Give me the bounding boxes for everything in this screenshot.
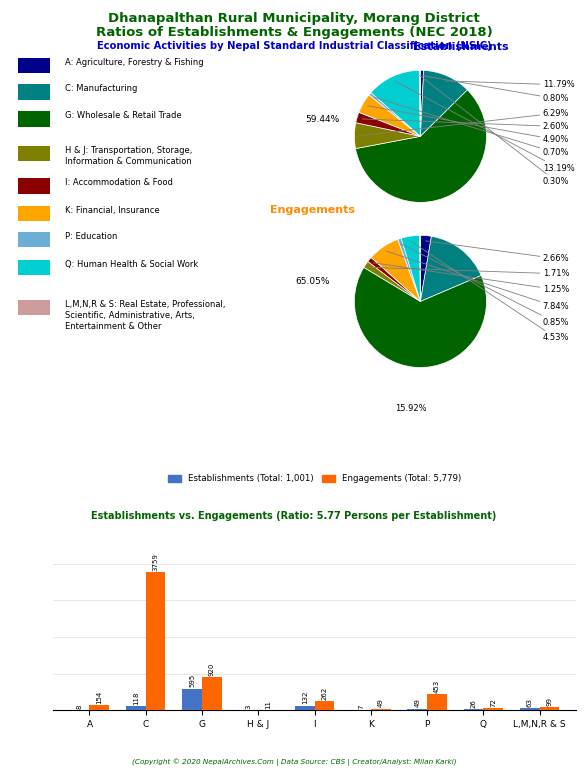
Wedge shape [420,237,481,302]
Text: 453: 453 [434,680,440,693]
Wedge shape [368,257,420,302]
Bar [146,572,165,710]
Legend: Establishments (Total: 1,001), Engagements (Total: 5,779): Establishments (Total: 1,001), Engagemen… [165,471,465,487]
Text: 63: 63 [527,698,533,707]
Text: 0.85%: 0.85% [401,243,569,327]
Bar [407,709,427,710]
Bar [371,709,390,710]
Text: 7.84%: 7.84% [386,251,569,311]
Text: 0.70%: 0.70% [374,97,569,157]
Text: 65.05%: 65.05% [295,277,329,286]
Bar [295,706,315,710]
Text: 8: 8 [76,704,83,709]
Text: 0.30%: 0.30% [420,75,569,186]
Text: 72: 72 [490,698,496,707]
Wedge shape [364,261,420,302]
Text: 1.25%: 1.25% [373,263,569,294]
Bar [202,677,222,710]
Text: 49: 49 [415,699,420,707]
Text: 49: 49 [377,699,384,707]
Bar [89,705,109,710]
Bar [540,707,559,710]
Bar [483,708,503,710]
Wedge shape [356,90,486,202]
Text: 4.53%: 4.53% [411,241,569,343]
Text: 4.90%: 4.90% [368,106,569,144]
Text: I: Accommodation & Food: I: Accommodation & Food [65,178,172,187]
Text: 154: 154 [96,690,102,703]
Text: 595: 595 [189,674,195,687]
Text: L,M,N,R & S: Real Estate, Professional,
Scientific, Administrative, Arts,
Entert: L,M,N,R & S: Real Estate, Professional, … [65,300,225,331]
Text: Engagements: Engagements [270,205,356,215]
Text: P: Education: P: Education [65,232,117,241]
Text: 0.80%: 0.80% [422,75,569,103]
Wedge shape [401,236,420,302]
Text: 262: 262 [322,687,328,700]
Text: Dhanapalthan Rural Municipality, Morang District: Dhanapalthan Rural Municipality, Morang … [108,12,480,25]
Text: Establishments vs. Engagements (Ratio: 5.77 Persons per Establishment): Establishments vs. Engagements (Ratio: 5… [91,511,497,521]
Wedge shape [419,70,420,137]
Wedge shape [371,71,420,137]
Bar [427,694,447,710]
Text: 99: 99 [546,697,553,706]
Bar [126,706,146,710]
Text: 11.79%: 11.79% [445,81,574,89]
Wedge shape [397,238,420,302]
Text: 920: 920 [209,662,215,676]
Text: 26: 26 [470,700,476,708]
Wedge shape [420,71,467,137]
Text: 13.19%: 13.19% [395,81,574,173]
Text: A: Agriculture, Forestry & Fishing: A: Agriculture, Forestry & Fishing [65,58,203,67]
Text: (Copyright © 2020 NepalArchives.Com | Data Source: CBS | Creator/Analyst: Milan : (Copyright © 2020 NepalArchives.Com | Da… [132,758,456,766]
Text: G: Wholesale & Retail Trade: G: Wholesale & Retail Trade [65,111,181,121]
Wedge shape [420,236,432,302]
Bar [315,700,334,710]
Text: 11: 11 [265,700,271,709]
Wedge shape [371,240,420,302]
Text: 1.71%: 1.71% [370,267,569,278]
Wedge shape [420,70,424,137]
Text: 15.92%: 15.92% [395,404,426,413]
Text: 59.44%: 59.44% [305,115,339,124]
Text: H & J: Transportation, Storage,
Information & Communication: H & J: Transportation, Storage, Informat… [65,146,192,166]
Text: 2.66%: 2.66% [426,241,569,263]
Text: C: Manufacturing: C: Manufacturing [65,84,137,94]
Text: K: Financial, Insurance: K: Financial, Insurance [65,206,159,215]
Text: Q: Human Health & Social Work: Q: Human Health & Social Work [65,260,198,269]
Wedge shape [356,112,420,137]
Text: Economic Activities by Nepal Standard Industrial Classification (NSIC): Economic Activities by Nepal Standard In… [96,41,492,51]
Text: 118: 118 [133,691,139,705]
Text: 3: 3 [245,705,252,709]
Text: Ratios of Establishments & Engagements (NEC 2018): Ratios of Establishments & Engagements (… [96,26,492,39]
Bar [182,689,202,710]
Text: 6.29%: 6.29% [360,109,569,136]
Wedge shape [355,123,420,148]
Wedge shape [355,267,486,367]
Bar [520,708,540,710]
Text: 2.60%: 2.60% [362,119,569,131]
Text: Establishments: Establishments [413,42,509,52]
Wedge shape [369,93,420,137]
Text: 3759: 3759 [153,554,159,571]
Wedge shape [359,94,420,137]
Text: 132: 132 [302,691,308,704]
Text: 7: 7 [358,704,364,709]
